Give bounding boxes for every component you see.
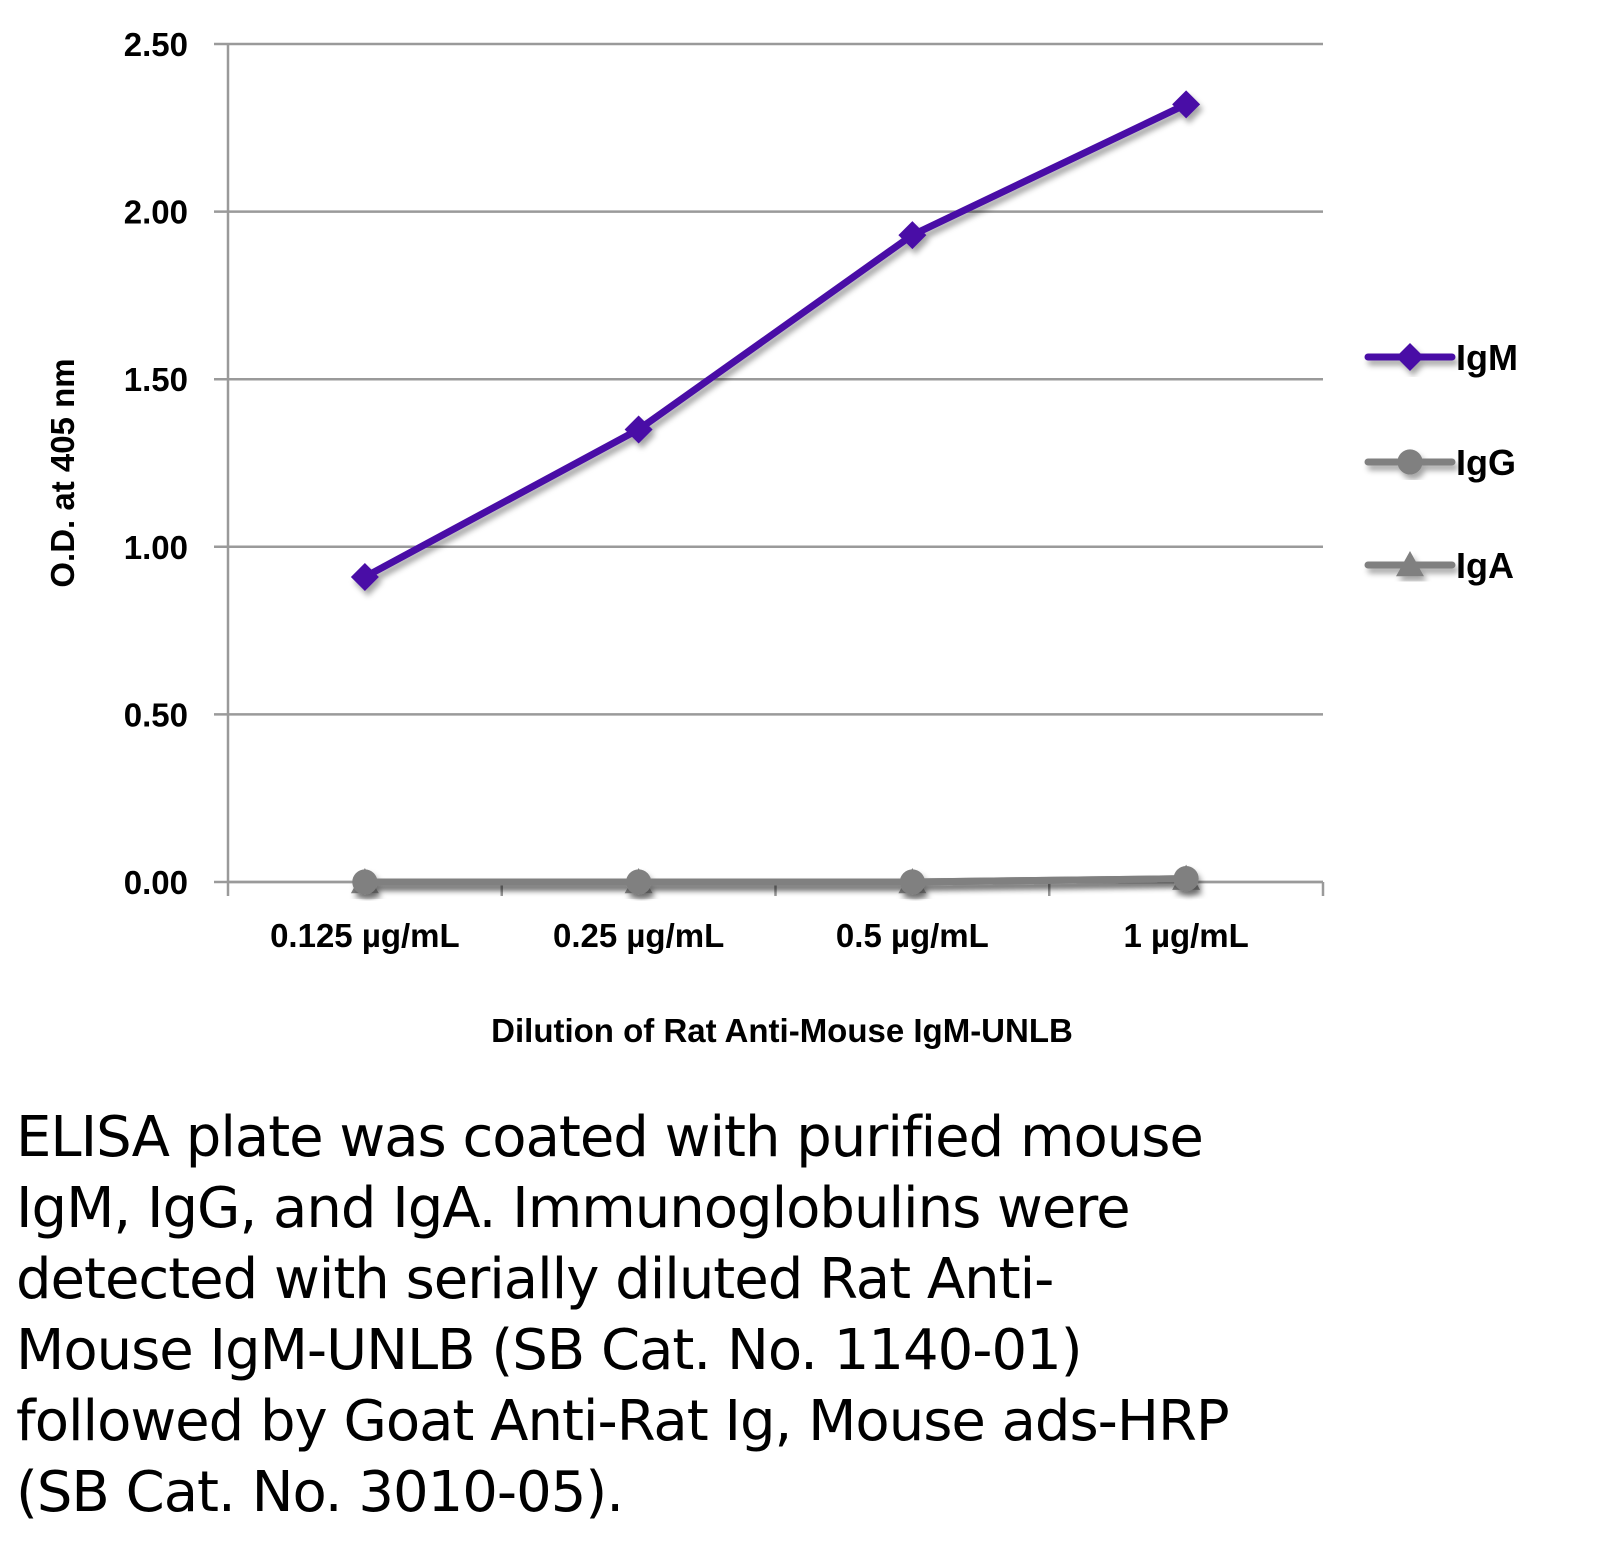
y-tick-label: 2.00 [124,194,188,231]
series-igm [350,90,1201,591]
data-point-diamond [1396,343,1424,371]
legend-label: IgM [1456,337,1518,378]
y-tick-label: 1.50 [124,361,188,398]
legend-label: IgA [1456,545,1514,586]
series-igg [352,866,1199,895]
x-tick-label: 0.25 µg/mL [553,917,724,954]
x-axis-title: Dilution of Rat Anti-Mouse IgM-UNLB [491,1012,1073,1049]
axes [226,44,1325,896]
data-point-diamond [898,221,927,250]
x-tick-labels: 0.125 µg/mL 0.25 µg/mL 0.5 µg/mL 1 µg/mL [270,917,1249,954]
gridlines [214,42,1323,884]
y-tick-labels: 0.00 0.50 1.00 1.50 2.00 2.50 [124,26,188,901]
data-point-diamond [624,415,653,444]
data-point-circle [352,869,378,895]
legend-item-iga [1364,551,1456,577]
data-point-circle [626,869,652,895]
legend: IgM IgG IgA [1364,337,1518,586]
legend-item-igm [1364,343,1456,371]
y-tick-label: 2.50 [124,26,188,63]
data-point-circle [899,869,925,895]
y-axis-title: O.D. at 405 nm [44,358,81,587]
x-tick-label: 0.5 µg/mL [836,917,989,954]
figure-caption: ELISA plate was coated with purified mou… [16,1105,1230,1525]
x-tick-label: 0.125 µg/mL [270,917,460,954]
legend-item-igg [1364,449,1456,475]
y-tick-label: 1.00 [124,529,188,566]
x-tick-label: 1 µg/mL [1123,917,1248,954]
data-point-circle [1173,866,1199,892]
y-tick-label: 0.50 [124,696,188,733]
data-point-diamond [350,562,379,591]
data-point-diamond [1172,90,1201,119]
legend-label: IgG [1456,442,1516,483]
data-point-circle [1397,449,1423,475]
series-line-igg [361,875,1190,886]
series-line-igm [361,100,1190,581]
y-tick-label: 0.00 [124,864,188,901]
data-point-triangle [1396,551,1424,577]
elisa-line-chart: 0.00 0.50 1.00 1.50 2.00 2.50 0.125 µg/mL 0.25… [44,26,1518,1049]
series [350,90,1201,895]
